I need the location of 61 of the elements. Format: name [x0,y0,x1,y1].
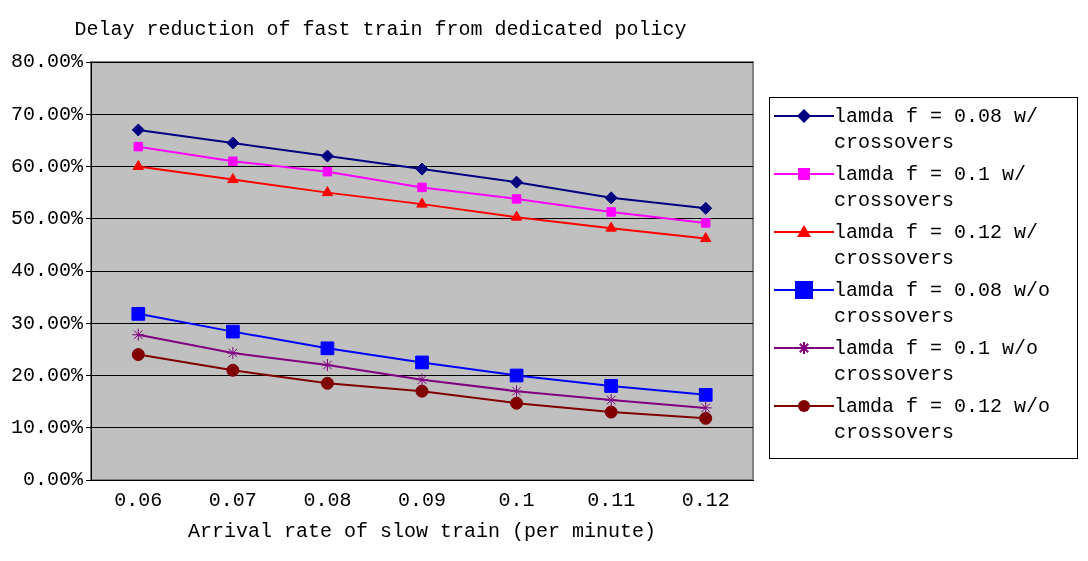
x-tick-label: 0.08 [303,489,352,513]
point [320,358,334,372]
point [605,221,617,232]
point [699,201,713,215]
point [510,210,523,221]
point [226,363,240,377]
point [699,411,713,425]
x-axis-title: Arrival rate of slow train (per minute) [187,520,657,544]
point [322,166,333,177]
point [131,306,146,321]
point [227,173,239,184]
point [131,348,145,362]
point [133,141,144,152]
point [699,401,713,415]
point [510,175,524,189]
point [415,162,429,176]
y-tick-label: 60.00% [11,154,85,178]
point [415,355,429,370]
point [226,136,240,150]
point [700,232,712,243]
y-tick-label: 40.00% [11,259,85,283]
point [606,207,616,217]
point [226,324,240,339]
x-tick-label: 0.1 [498,489,535,513]
point [415,373,429,387]
point [320,376,334,390]
point [131,123,145,137]
y-tick-label: 70.00% [11,102,85,126]
point [604,405,618,419]
point [228,156,238,167]
point [604,393,618,407]
point [511,194,522,204]
x-tick-label: 0.11 [587,489,636,513]
point [509,368,524,383]
point [321,186,334,197]
point [510,396,524,410]
point [698,387,713,402]
y-tick-label: 0.00% [23,468,84,492]
x-tick-label: 0.06 [114,489,163,513]
point [510,384,524,398]
x-tick-label: 0.07 [208,489,257,513]
point [416,197,428,208]
y-tick-label: 10.00% [11,416,85,440]
y-tick-label: 20.00% [11,363,85,387]
y-tick-label: 80.00% [11,50,85,74]
y-tick-label: 50.00% [11,207,85,231]
x-tick-label: 0.12 [681,489,730,513]
y-tick-label: 30.00% [11,311,85,335]
point [131,328,145,342]
point [415,384,429,398]
x-tick-label: 0.09 [398,489,447,513]
point [132,160,144,170]
point [417,182,427,193]
point [320,149,334,163]
point [320,341,335,356]
legend-label: lamda f = 0.12 w/o crossovers [834,394,1052,446]
chart-title: Delay reduction of fast train from dedicated policy [74,18,687,42]
point [604,379,619,393]
point [604,191,618,205]
point [226,346,240,360]
point [700,218,711,228]
